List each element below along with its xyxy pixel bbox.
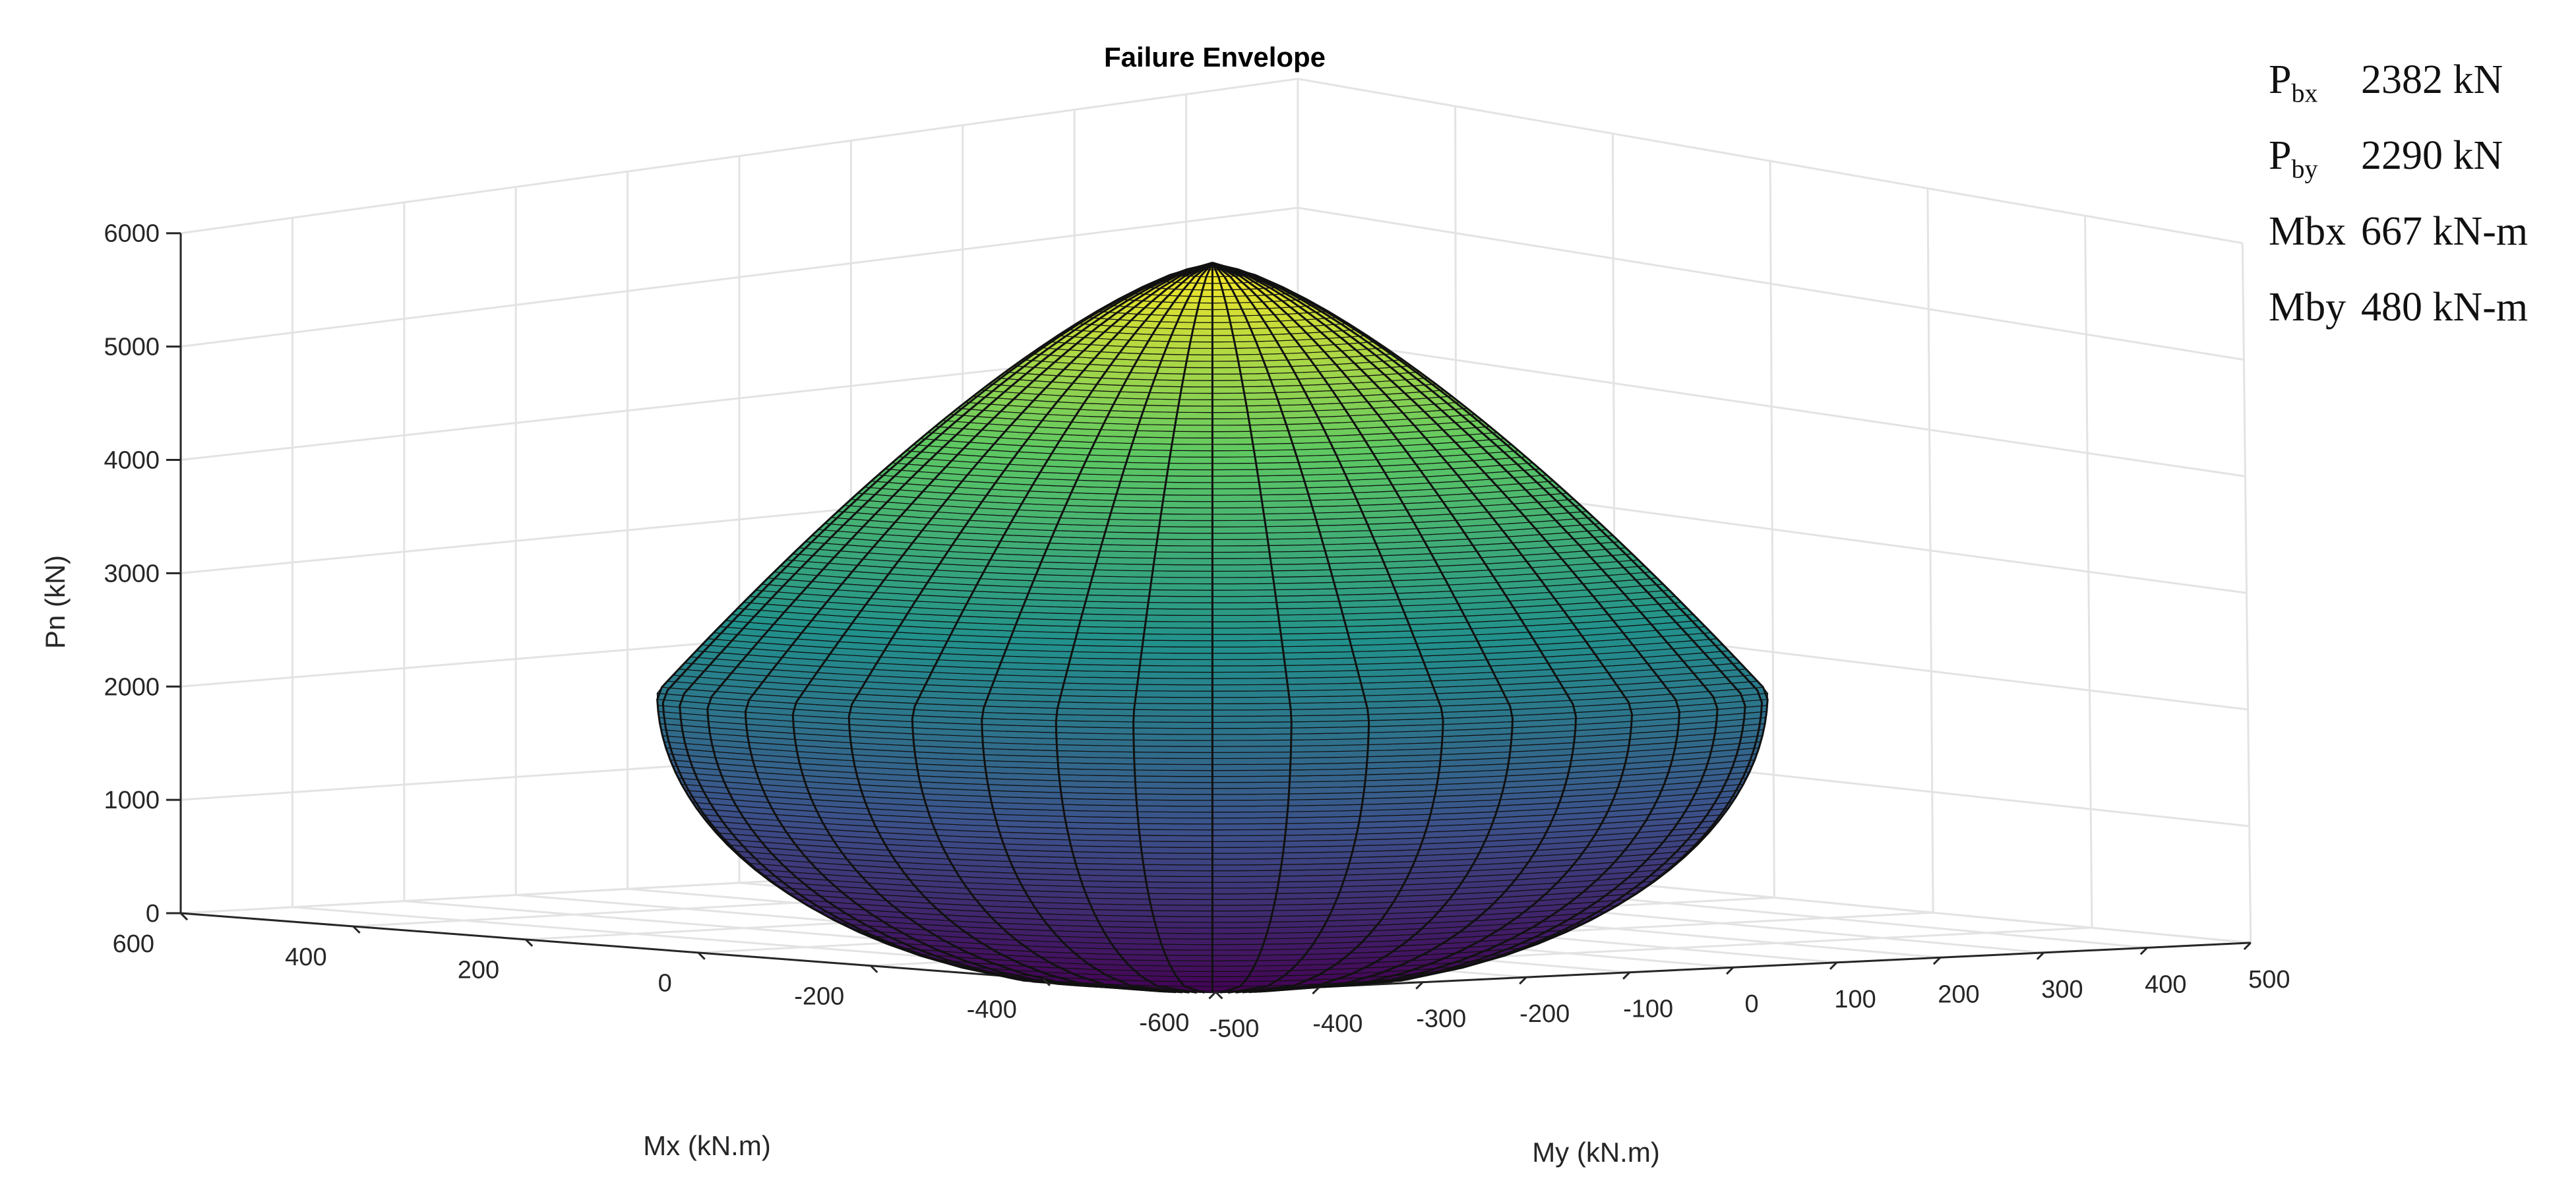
surface-meridian: [981, 262, 1213, 994]
annotation-mbx-value: 667 kN-m: [2361, 209, 2529, 254]
y-tick-mark: [1622, 971, 1631, 980]
annotation-box: Pbx 2382 kN Pby 2290 kN Mbx 667 kN-m Mby 480…: [2269, 59, 2572, 363]
x-tick-label: 0: [658, 970, 672, 998]
annotation-mbx-symbol: Mbx: [2269, 209, 2346, 254]
surface-meridian: [1211, 262, 1444, 994]
x-tick-mark: [1215, 991, 1223, 1000]
failure-surface: [656, 262, 1769, 994]
x-gridline-wall: [2084, 216, 2093, 928]
x-tick-label: 400: [285, 944, 326, 971]
y-tick-label: 300: [2041, 976, 2083, 1004]
surface-meridian: [847, 262, 1213, 994]
z-tick-label: 1000: [104, 787, 160, 814]
surface-meridian: [1211, 262, 1578, 994]
surface-meridian: [1211, 262, 1634, 993]
y-tick-mark: [1312, 986, 1320, 995]
y-tick-mark: [1829, 961, 1838, 970]
x-tick-mark: [1042, 978, 1051, 986]
surface-meridian: [656, 262, 1213, 992]
annotation-pby: Pby 2290 kN: [2269, 135, 2572, 211]
tick-labels: 600 400 200 0 -200 -400 -600 -500 -400 -300 -200 -1…: [104, 220, 2290, 1043]
x-tick-mark: [179, 912, 189, 921]
y-tick-label: -100: [1623, 996, 1673, 1023]
y-tick-mark: [2243, 942, 2252, 950]
x-tick-label: -400: [967, 996, 1017, 1024]
surface-meridian: [661, 262, 1213, 992]
y-tick-label: 0: [1745, 990, 1759, 1018]
surface-meridian: [911, 262, 1213, 994]
y-tick-label: -300: [1416, 1005, 1466, 1033]
z-tick-label: 6000: [104, 220, 160, 248]
x-tick-mark: [352, 925, 361, 934]
y-tick-mark: [2036, 951, 2044, 960]
z-tick-label: 3000: [104, 560, 160, 587]
y-tick-mark: [1519, 976, 1527, 985]
chart-title: Failure Envelope: [1104, 42, 1326, 73]
z-tick-label: 2000: [104, 673, 160, 701]
annotation-pbx-symbol: Pbx: [2269, 57, 2318, 108]
surface-meridian: [1211, 262, 1370, 994]
surface-meridian: [1211, 262, 1719, 993]
y-tick-mark: [1415, 981, 1424, 990]
surface-meridian: [706, 262, 1213, 993]
annotation-pby-symbol: Pby: [2269, 133, 2318, 184]
x-axis-label: Mx (kN.m): [643, 1130, 771, 1161]
annotation-pby-value: 2290 kN: [2361, 133, 2503, 178]
y-tick-label: 400: [2145, 971, 2186, 998]
annotation-mbx: Mbx 667 kN-m: [2269, 211, 2572, 287]
surface-meridian: [744, 262, 1213, 993]
y-tick-mark: [1208, 991, 1217, 1000]
y-tick-mark: [1932, 957, 1942, 965]
x-tick-label: -200: [794, 983, 844, 1011]
y-tick-label: 500: [2248, 966, 2290, 994]
y-axis-label: My (kN.m): [1532, 1137, 1660, 1168]
annotation-mby-symbol: Mby: [2269, 285, 2346, 330]
x-tick-mark: [870, 965, 878, 973]
z-axis-label: Pn (kN): [40, 555, 71, 649]
surface-meridian: [1211, 262, 1746, 992]
y-tick-label: -500: [1209, 1015, 1259, 1043]
surface-meridian: [1132, 262, 1213, 994]
x-gridline-wall: [1769, 161, 1775, 898]
x-tick-mark: [525, 938, 534, 947]
y-tick-label: 100: [1834, 986, 1876, 1013]
y-tick-label: -200: [1519, 1000, 1570, 1028]
z-tick-label: 5000: [104, 334, 160, 361]
surface-meridian: [1055, 262, 1213, 994]
x-tick-label: 600: [113, 930, 154, 958]
annotation-mby: Mby 480 kN-m: [2269, 287, 2572, 363]
surface-meridian: [791, 262, 1213, 993]
annotation-pbx: Pbx 2382 kN: [2269, 59, 2572, 135]
surface-meridian: [1211, 262, 1769, 992]
surface-meridian: [1211, 262, 1681, 993]
surface-meridian: [1211, 262, 1293, 994]
y-tick-label: 200: [1938, 980, 1979, 1008]
surface-meridian: [1211, 262, 1514, 994]
surface-meridian: [679, 262, 1213, 992]
y-tick-label: -400: [1312, 1010, 1363, 1038]
x-tick-label: 200: [458, 957, 499, 984]
y-tick-mark: [2139, 947, 2148, 955]
x-gridline-wall: [1926, 188, 1934, 913]
z-tick-label: 4000: [104, 447, 160, 475]
annotation-pbx-value: 2382 kN: [2361, 57, 2503, 102]
x-gridline-wall: [2241, 243, 2252, 943]
x-tick-mark: [697, 951, 706, 960]
y-tick-mark: [1726, 967, 1734, 975]
z-tick-label: 0: [146, 900, 160, 928]
x-tick-label: -600: [1139, 1009, 1189, 1036]
annotation-mby-value: 480 kN-m: [2361, 285, 2529, 330]
